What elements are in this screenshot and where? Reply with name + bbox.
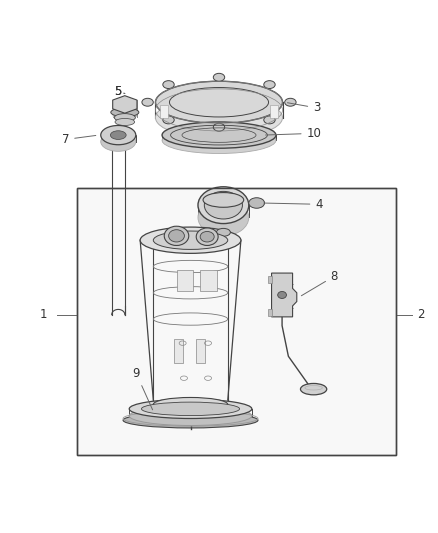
Polygon shape — [272, 273, 297, 317]
Ellipse shape — [101, 132, 136, 151]
Ellipse shape — [198, 199, 249, 236]
Text: 7: 7 — [62, 133, 96, 146]
Polygon shape — [125, 109, 137, 121]
Ellipse shape — [114, 114, 135, 122]
Polygon shape — [113, 109, 125, 121]
Ellipse shape — [216, 229, 230, 236]
Bar — [77, 188, 396, 455]
Ellipse shape — [163, 116, 174, 124]
Text: 3: 3 — [287, 101, 321, 115]
Ellipse shape — [101, 125, 136, 145]
Ellipse shape — [142, 98, 153, 106]
Bar — [196, 339, 205, 363]
Ellipse shape — [153, 231, 228, 249]
Ellipse shape — [164, 226, 189, 246]
Ellipse shape — [204, 191, 243, 219]
Ellipse shape — [264, 80, 275, 88]
Text: 1: 1 — [39, 308, 47, 321]
Ellipse shape — [163, 80, 174, 88]
Text: 9: 9 — [133, 367, 152, 410]
Ellipse shape — [111, 108, 139, 117]
Ellipse shape — [169, 230, 184, 242]
Ellipse shape — [203, 192, 244, 207]
Text: 8: 8 — [301, 270, 338, 296]
Bar — [174, 339, 183, 363]
Text: 10: 10 — [265, 127, 321, 140]
Ellipse shape — [115, 118, 134, 125]
Ellipse shape — [196, 228, 218, 246]
Ellipse shape — [155, 96, 283, 139]
Ellipse shape — [200, 231, 214, 242]
Ellipse shape — [153, 398, 228, 411]
Ellipse shape — [129, 406, 252, 425]
Bar — [268, 309, 272, 316]
Ellipse shape — [123, 413, 258, 428]
Ellipse shape — [285, 98, 296, 106]
Polygon shape — [113, 96, 137, 113]
Ellipse shape — [162, 122, 276, 148]
Ellipse shape — [213, 123, 225, 131]
Bar — [160, 104, 168, 118]
Bar — [268, 276, 272, 283]
Ellipse shape — [140, 227, 241, 253]
Ellipse shape — [141, 402, 240, 416]
Text: 5: 5 — [114, 85, 125, 98]
Ellipse shape — [110, 131, 126, 140]
Bar — [77, 188, 396, 455]
Text: 5: 5 — [114, 85, 125, 98]
Text: 4: 4 — [264, 198, 323, 211]
Ellipse shape — [249, 198, 265, 208]
Bar — [200, 270, 217, 290]
Bar — [270, 104, 278, 118]
Ellipse shape — [278, 292, 286, 298]
Ellipse shape — [129, 399, 252, 418]
Ellipse shape — [264, 116, 275, 124]
Ellipse shape — [213, 74, 225, 81]
Ellipse shape — [155, 81, 283, 123]
Ellipse shape — [198, 187, 249, 223]
Ellipse shape — [162, 127, 276, 154]
Bar — [177, 270, 193, 290]
Ellipse shape — [300, 383, 327, 395]
Text: 2: 2 — [417, 308, 424, 321]
